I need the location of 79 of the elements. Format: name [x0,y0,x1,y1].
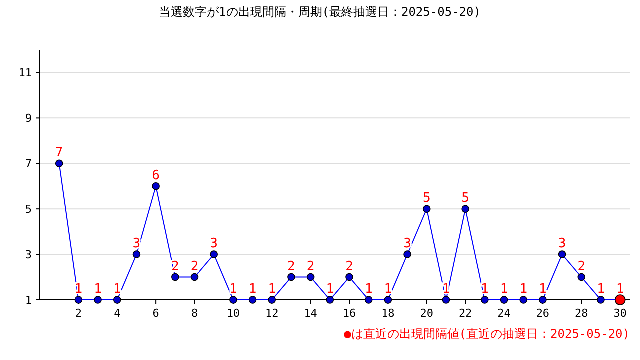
point [230,296,238,304]
x-tick-label: 26 [536,307,550,320]
x-tick-label: 28 [575,307,588,320]
point [500,296,508,304]
data-label: 1 [268,282,276,297]
point [384,296,392,304]
data-label: 3 [210,236,218,252]
point [74,296,83,304]
x-tick-label: 30 [614,307,627,320]
data-label: 1 [500,282,508,297]
point [248,296,257,304]
point [578,273,586,282]
point [597,296,605,304]
point [364,296,373,304]
point [94,296,102,304]
data-label: 2 [578,259,586,274]
x-tick-label: 22 [458,307,472,320]
x-tick-label: 14 [304,307,318,320]
data-label: 3 [404,236,412,252]
y-tick-label: 7 [25,158,32,171]
x-tick-label: 16 [342,307,356,320]
data-label: 2 [190,259,199,274]
point [442,296,450,304]
x-tick-label: 12 [266,307,279,320]
data-label: 1 [326,282,334,297]
data-label: 1 [113,282,122,297]
data-label: 2 [346,259,354,274]
point [132,250,141,258]
y-tick-label: 9 [25,112,32,126]
point [210,250,218,258]
point [113,296,122,304]
x-tick-label: 24 [498,307,512,320]
point [481,296,489,304]
data-label: 1 [597,282,605,297]
point [55,160,64,168]
data-label: 2 [306,259,315,274]
point [288,273,296,282]
x-tick-label: 4 [114,307,122,320]
text: ●は直近の出現間隔値(直近の抽選日：2025-05-20) [344,327,630,341]
y-tick-label: 1 [25,294,32,307]
data-label: 5 [422,191,431,206]
y-tick-label: 3 [25,248,32,262]
chart-title: 当選数字が1の出現間隔・周期(最終抽選日：2025-05-20) [159,5,481,19]
data-label: 1 [248,282,257,297]
point [172,273,180,282]
data-label: 1 [364,282,373,297]
point [539,296,547,304]
point [558,250,566,258]
point [190,273,199,282]
x-tick-label: 6 [152,307,160,320]
data-label: 1 [616,282,624,297]
data-label: 3 [132,236,141,252]
y-tick-label: 5 [25,203,32,216]
data-label: 6 [152,168,160,184]
point [306,273,315,282]
x-tick-label: 20 [420,307,434,320]
data-label: 1 [94,282,102,297]
point [326,296,334,304]
x-tick-label: 8 [191,307,198,320]
x-tick-label: 2 [75,307,82,320]
y-tick-label: 11 [18,66,32,80]
data-label: 3 [558,236,566,252]
point [346,273,354,282]
point [268,296,276,304]
point [422,205,431,213]
data-label: 1 [539,282,547,297]
data-label: 7 [55,146,64,161]
point [404,250,412,258]
data-label: 1 [481,282,489,297]
data-label: 1 [230,282,238,297]
point [152,182,160,190]
point [520,296,528,304]
data-label: 1 [520,282,528,297]
x-tick-label: 10 [226,307,240,320]
x-tick-label: 18 [382,307,395,320]
data-label: 5 [462,191,470,206]
point [462,205,470,213]
data-label: 2 [288,259,296,274]
data-label: 1 [384,282,392,297]
